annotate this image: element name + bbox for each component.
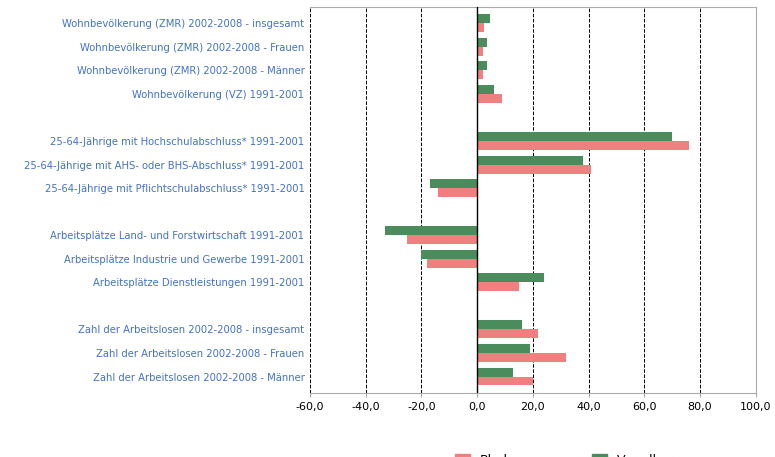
Bar bbox=[477, 141, 689, 150]
Bar bbox=[477, 156, 583, 165]
Bar bbox=[438, 188, 477, 197]
Bar bbox=[477, 38, 487, 47]
Bar bbox=[477, 94, 502, 103]
Bar bbox=[477, 353, 567, 362]
Bar bbox=[477, 367, 513, 377]
Bar bbox=[477, 320, 522, 329]
Bar bbox=[477, 132, 672, 141]
Bar bbox=[477, 85, 494, 94]
Bar bbox=[477, 62, 487, 70]
Bar bbox=[477, 23, 484, 32]
Legend: Bludenz, Vorarlberg: Bludenz, Vorarlberg bbox=[449, 449, 687, 457]
Bar bbox=[430, 179, 477, 188]
Bar bbox=[427, 259, 477, 268]
Bar bbox=[477, 47, 483, 56]
Bar bbox=[385, 226, 477, 235]
Bar bbox=[477, 273, 544, 282]
Bar bbox=[477, 344, 530, 353]
Bar bbox=[408, 235, 477, 244]
Bar bbox=[477, 329, 539, 338]
Bar bbox=[477, 282, 519, 291]
Bar bbox=[477, 14, 490, 23]
Bar bbox=[477, 70, 483, 80]
Bar bbox=[477, 377, 533, 386]
Bar bbox=[477, 165, 591, 174]
Bar bbox=[422, 250, 477, 259]
